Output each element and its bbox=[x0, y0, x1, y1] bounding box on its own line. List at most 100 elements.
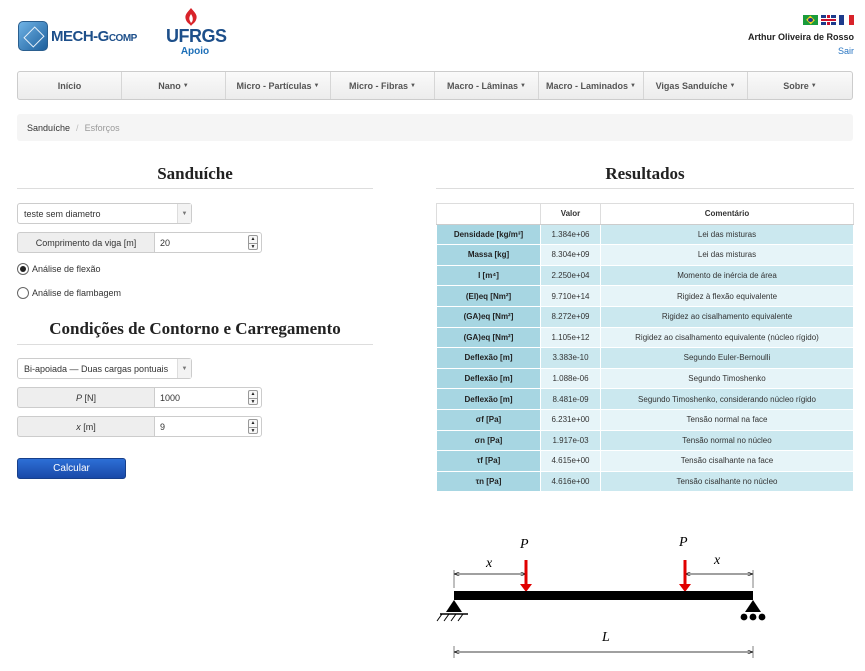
p-value: 1000 bbox=[160, 392, 181, 403]
table-row: Densidade [kg/m³] 1.384e+06 Lei das mistur… bbox=[436, 223, 854, 246]
property-cell: σn [Pa] bbox=[436, 429, 541, 452]
property-cell: τf [Pa] bbox=[436, 450, 541, 472]
beam bbox=[454, 591, 753, 600]
stepper-up-icon[interactable]: ▲ bbox=[249, 236, 257, 244]
support-select-value: Bi-apoiada — Duas cargas pontuais bbox=[24, 363, 169, 374]
flag-uk-icon[interactable] bbox=[821, 15, 836, 25]
title-divider bbox=[436, 188, 854, 189]
property-cell: Deflexão [m] bbox=[436, 347, 541, 369]
comment-cell: Segundo Timoshenko bbox=[600, 367, 854, 390]
chevron-down-icon: ▼ bbox=[177, 359, 191, 378]
property-cell: τn [Pa] bbox=[436, 470, 541, 493]
property-cell: Deflexão [m] bbox=[436, 367, 541, 390]
nav-micro-fibras[interactable]: Micro - Fibras ▼ bbox=[331, 72, 435, 99]
stepper-down-icon[interactable]: ▼ bbox=[250, 399, 256, 405]
resultados-title: Resultados bbox=[605, 164, 685, 183]
table-header-row: Valor Comentário bbox=[436, 203, 854, 225]
breadcrumb-separator: / bbox=[76, 122, 79, 133]
stepper-up-icon[interactable]: ▲ bbox=[249, 391, 257, 399]
conditions-title: Condições de Contorno e Carregamento bbox=[49, 319, 341, 338]
nav-macro-laminados[interactable]: Macro - Laminados ▼ bbox=[539, 72, 644, 99]
logout-link[interactable]: Sair bbox=[837, 46, 854, 56]
comment-cell: Lei das misturas bbox=[600, 244, 854, 266]
nav-micro-particulas[interactable]: Micro - Partículas ▼ bbox=[226, 72, 331, 99]
mech-gcomp-logo[interactable]: MECH-GCOMP bbox=[18, 20, 146, 52]
comment-cell: Tensão normal no núcleo bbox=[600, 429, 854, 452]
breadcrumb-parent[interactable]: Sanduíche bbox=[27, 122, 71, 133]
nav-inicio[interactable]: Início bbox=[18, 72, 122, 99]
table-row: τn [Pa] 4.616e+00 Tensão cisalhante no núc… bbox=[436, 470, 854, 493]
radio-checked-icon[interactable] bbox=[17, 263, 29, 275]
x-label: x [m] bbox=[17, 416, 154, 437]
value-cell: 4.616e+00 bbox=[540, 470, 601, 493]
radio-unchecked-icon[interactable] bbox=[17, 287, 29, 299]
load-p-label-2: P bbox=[678, 535, 688, 550]
stepper-up-icon[interactable]: ▲ bbox=[249, 420, 257, 428]
length-stepper[interactable]: ▲ ▼ bbox=[248, 235, 258, 250]
p-stepper[interactable]: ▲ ▼ bbox=[248, 390, 258, 405]
material-select[interactable]: teste sem diametro ▼ bbox=[17, 203, 192, 224]
radio-flambagem-label: Análise de flambagem bbox=[32, 288, 122, 298]
comment-cell: Tensão normal na face bbox=[600, 408, 854, 431]
caret-down-icon: ▼ bbox=[182, 82, 189, 89]
span-l-label: L bbox=[601, 630, 610, 645]
flame-icon bbox=[185, 8, 197, 26]
x-stepper[interactable]: ▲ ▼ bbox=[248, 419, 258, 434]
property-cell: (GA)eq [Nm²] bbox=[436, 326, 541, 349]
table-row: Massa [kg] 8.304e+09 Lei das misturas bbox=[436, 244, 854, 266]
stepper-down-icon[interactable]: ▼ bbox=[250, 428, 256, 434]
radio-analise-flambagem[interactable]: Análise de flambagem bbox=[17, 287, 121, 299]
value-cell: 8.481e-09 bbox=[540, 388, 601, 410]
caret-down-icon: ▼ bbox=[520, 82, 526, 89]
calcular-button[interactable]: Calcular bbox=[17, 458, 126, 479]
comment-cell: Segundo Euler-Bernoulli bbox=[600, 347, 854, 369]
p-input-group: P [N] 1000 ▲ ▼ bbox=[17, 387, 262, 408]
nav-sobre[interactable]: Sobre ▼ bbox=[783, 80, 817, 91]
comment-cell: Tensão cisalhante no núcleo bbox=[600, 470, 854, 493]
table-row: Deflexão [m] 8.481e-09 Segundo Timoshenko,… bbox=[436, 388, 854, 410]
table-row: I [m⁴] 2.250e+04 Momento de inércia de áre… bbox=[436, 264, 854, 287]
beam-diagram: x x P P L bbox=[436, 535, 766, 658]
caret-down-icon: ▼ bbox=[729, 82, 736, 89]
flag-france-icon[interactable] bbox=[839, 15, 854, 25]
flag-brazil-icon[interactable] bbox=[803, 15, 818, 25]
length-input-group: Comprimento da viga [m] 20 ▲ ▼ bbox=[17, 232, 262, 253]
table-row: (GA)eq [Nm²] 1.105e+12 Rigidez ao cisalham… bbox=[436, 326, 854, 349]
x-input[interactable]: 9 ▲ ▼ bbox=[154, 416, 262, 437]
property-cell: Deflexão [m] bbox=[436, 388, 541, 410]
col-header-property bbox=[436, 203, 541, 225]
value-cell: 8.304e+09 bbox=[540, 244, 601, 266]
table-row: (EI)eq [Nm²] 9.710e+14 Rigidez à flexão eq… bbox=[436, 285, 854, 307]
support-select[interactable]: Bi-apoiada — Duas cargas pontuais ▼ bbox=[17, 358, 192, 379]
nav-vigas-sanduiche[interactable]: Vigas Sanduíche ▼ bbox=[644, 72, 748, 99]
results-table: Valor Comentário Densidade [kg/m³] 1.384e… bbox=[436, 203, 854, 493]
chevron-down-icon: ▼ bbox=[177, 204, 191, 223]
comment-cell: Segundo Timoshenko, considerando núcleo … bbox=[600, 388, 854, 410]
dim-x-label-1: x bbox=[485, 556, 493, 571]
dim-x-label-2: x bbox=[713, 553, 721, 568]
property-cell: (EI)eq [Nm²] bbox=[436, 285, 541, 307]
nav-nano[interactable]: Nano ▼ bbox=[122, 72, 226, 99]
ufrgs-text: UFRGS bbox=[166, 26, 227, 46]
col-header-valor: Valor bbox=[540, 203, 601, 225]
caret-down-icon: ▼ bbox=[313, 82, 320, 89]
caret-down-icon: ▼ bbox=[630, 82, 636, 89]
property-cell: Densidade [kg/m³] bbox=[436, 223, 541, 246]
p-input[interactable]: 1000 ▲ ▼ bbox=[154, 387, 262, 408]
nav-macro-laminas[interactable]: Macro - Lâminas ▼ bbox=[435, 72, 539, 99]
breadcrumb: Sanduíche / Esforços bbox=[17, 114, 853, 141]
stepper-down-icon[interactable]: ▼ bbox=[250, 244, 256, 250]
title-divider bbox=[17, 188, 373, 189]
value-cell: 9.710e+14 bbox=[540, 285, 601, 307]
ufrgs-logo[interactable]: UFRGS Apoio bbox=[166, 8, 227, 57]
value-cell: 1.917e-03 bbox=[540, 429, 601, 452]
property-cell: Massa [kg] bbox=[436, 244, 541, 266]
radio-analise-flexao[interactable]: Análise de flexão bbox=[17, 263, 101, 275]
mech-logo-icon bbox=[18, 21, 48, 51]
pinned-support bbox=[446, 600, 462, 612]
value-cell: 6.231e+00 bbox=[540, 408, 601, 431]
value-cell: 1.088e-06 bbox=[540, 367, 601, 390]
material-select-value: teste sem diametro bbox=[24, 208, 101, 219]
length-input[interactable]: 20 ▲ ▼ bbox=[154, 232, 262, 253]
user-name: Arthur Oliveira de Rosso bbox=[747, 32, 854, 42]
